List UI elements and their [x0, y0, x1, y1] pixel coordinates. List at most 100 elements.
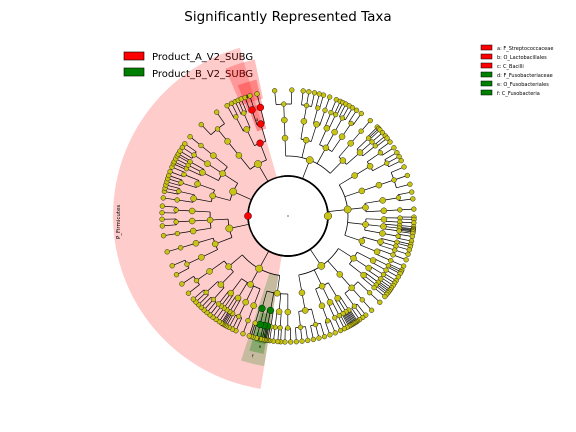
tree-node — [167, 169, 173, 175]
tree-node — [173, 207, 179, 213]
branch — [213, 287, 225, 300]
branch — [177, 199, 194, 203]
tree-node — [247, 281, 254, 288]
branch — [189, 161, 205, 170]
branch — [298, 311, 301, 328]
branch — [226, 296, 236, 311]
key-label-a: a: F_Streptococcaceae — [497, 46, 553, 52]
tree-node — [173, 272, 180, 278]
branch — [274, 311, 278, 328]
tree-node — [367, 290, 373, 296]
tree-node — [316, 335, 322, 341]
key-label-f: f: C_Fusobacteria — [497, 91, 540, 97]
tree-node — [332, 330, 338, 336]
tree-node — [394, 150, 400, 156]
sector-tag-f: f — [252, 354, 254, 359]
tree-node — [250, 302, 257, 309]
tree-node — [380, 223, 387, 230]
tree-node — [299, 338, 305, 344]
branch — [375, 253, 391, 261]
branch — [339, 296, 350, 311]
key-label-b: b: O_Lactobacillales — [497, 55, 547, 61]
branch — [270, 310, 274, 327]
legend-swatch-product-b — [123, 67, 145, 77]
tree-node — [380, 207, 388, 214]
tree-node — [377, 150, 384, 156]
legend-label-product-b: Product_B_V2_SUBG — [152, 69, 253, 80]
tree-node — [318, 302, 326, 309]
tree-node — [336, 312, 342, 319]
tree-node — [179, 281, 185, 287]
tree-node — [174, 197, 180, 203]
tree-node — [404, 172, 410, 179]
branch — [379, 244, 395, 251]
branch — [331, 301, 340, 316]
tree-node — [407, 181, 413, 187]
tree-node — [312, 321, 319, 328]
tree-node — [315, 105, 321, 111]
tree-node — [224, 138, 231, 145]
tree-node — [179, 144, 185, 150]
tree-node — [224, 103, 230, 109]
tree-node — [297, 324, 304, 330]
key-swatch-d — [480, 71, 493, 78]
key-label-d: d: F_Fusobacteriaceae — [497, 73, 553, 79]
tree-node — [343, 205, 352, 214]
sector-f — [241, 273, 279, 367]
branch — [344, 293, 355, 307]
tree-node — [305, 337, 311, 344]
branch — [365, 272, 379, 283]
tree-node — [409, 233, 415, 240]
tree-node — [242, 94, 248, 101]
tree-node — [379, 197, 386, 204]
tree-node — [356, 149, 364, 156]
tree-node — [210, 296, 216, 303]
tree-node — [169, 263, 175, 269]
tree-node — [313, 121, 320, 128]
key-swatch-a — [480, 44, 493, 51]
tree-node — [184, 261, 190, 267]
key-label-c: c: C_Bacilli — [497, 64, 524, 70]
branch — [334, 299, 344, 314]
branch — [313, 107, 319, 124]
tree-node — [256, 320, 264, 329]
tree-node — [362, 221, 369, 228]
tree-node — [327, 332, 333, 338]
tree-node — [358, 110, 364, 117]
tree-node — [177, 148, 183, 154]
key-swatch-e — [480, 80, 493, 87]
tree-node — [187, 134, 193, 140]
branch — [311, 308, 316, 325]
tree-node — [225, 224, 234, 233]
tree-node — [204, 160, 211, 167]
tree-node — [217, 281, 225, 288]
tree-node — [318, 282, 326, 290]
node-right-inner — [324, 211, 333, 220]
tree-node — [275, 338, 281, 345]
tree-node — [178, 180, 184, 186]
tree-node — [388, 257, 394, 264]
tree-node — [398, 158, 404, 164]
tree-node — [214, 109, 220, 115]
tree-node — [384, 160, 390, 166]
tree-node — [215, 301, 222, 307]
tree-node — [188, 207, 196, 215]
tree-node — [359, 297, 365, 303]
tree-node — [159, 223, 165, 229]
root-dot — [287, 215, 289, 217]
tree-node — [209, 192, 216, 200]
legend-swatch-product-a — [123, 51, 145, 61]
tree-node — [371, 285, 377, 291]
tree-node — [234, 294, 242, 302]
branch — [180, 182, 197, 188]
branch — [362, 145, 376, 157]
tree-node — [368, 307, 375, 313]
branch — [319, 110, 326, 126]
sector-firmicutes — [112, 47, 282, 389]
tree-node — [305, 156, 314, 164]
tree-node — [337, 327, 344, 334]
sector-tag-b: b — [246, 94, 249, 99]
sector-tag-c: c — [244, 70, 246, 75]
tree-node — [164, 249, 170, 255]
